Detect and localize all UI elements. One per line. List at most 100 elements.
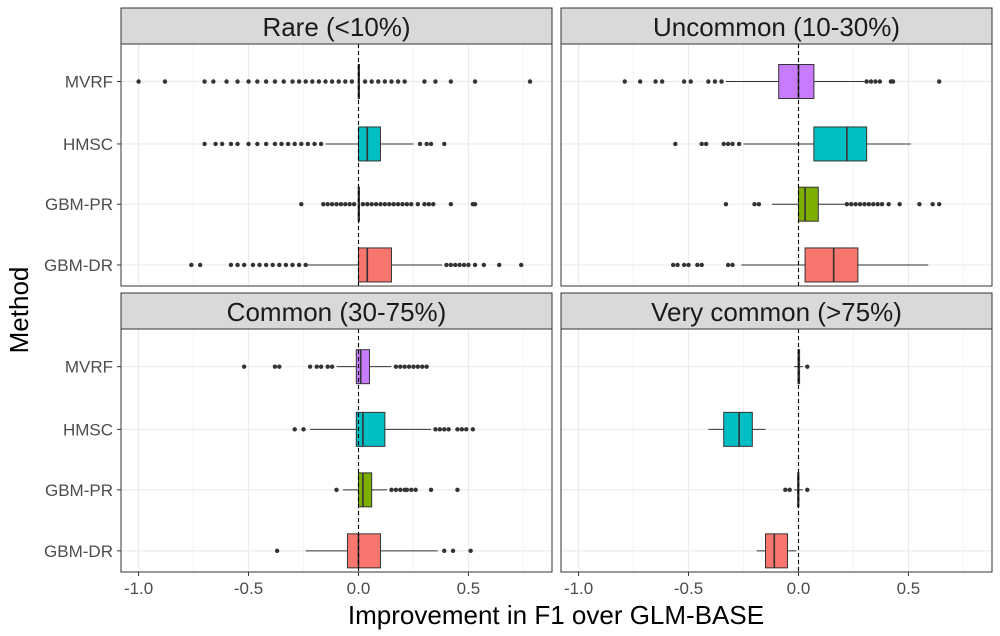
outlier-point <box>369 202 374 207</box>
outlier-point <box>329 79 335 84</box>
outlier-point <box>805 364 810 369</box>
outlier-point <box>519 262 524 268</box>
plot-background <box>561 329 992 572</box>
outlier-point <box>189 262 194 268</box>
outlier-point <box>472 262 478 268</box>
outlier-point <box>446 427 451 432</box>
x-tick-label: 0.5 <box>457 579 481 598</box>
outlier-point <box>873 79 878 84</box>
outlier-point <box>219 141 225 147</box>
outlier-point <box>277 364 282 369</box>
x-tick-label: -0.5 <box>674 579 703 598</box>
box-hmsc <box>292 411 476 447</box>
outlier-point <box>299 202 304 207</box>
facet-panel: Rare (<10%) <box>120 7 553 287</box>
outlier-point <box>857 202 863 207</box>
outlier-point <box>433 79 438 84</box>
outlier-point <box>378 202 383 207</box>
outlier-point <box>437 427 443 432</box>
facet-title: Very common (>75%) <box>651 297 902 327</box>
outlier-point <box>404 487 410 493</box>
outlier-point <box>318 364 324 369</box>
outlier-point <box>389 487 394 493</box>
outlier-point <box>303 262 308 268</box>
outlier-point <box>325 202 330 207</box>
outlier-point <box>420 364 425 369</box>
outlier-point <box>347 202 352 207</box>
outlier-point <box>871 202 876 207</box>
outlier-point <box>442 427 447 432</box>
outlier-point <box>360 202 366 207</box>
facet-strip <box>560 292 993 330</box>
outlier-point <box>442 548 447 554</box>
facet-panel: Uncommon (10-30%) <box>560 7 993 287</box>
y-tick-label: GBM-DR <box>44 542 113 561</box>
iqr-box <box>355 411 386 447</box>
box-gbm-dr <box>189 247 524 283</box>
outlier-point <box>468 548 473 554</box>
x-tick-label: 0.0 <box>347 579 371 598</box>
outlier-point <box>281 79 286 84</box>
box-hmsc <box>708 411 766 447</box>
outlier-point <box>365 202 370 207</box>
outlier-point <box>937 202 942 207</box>
outlier-point <box>897 202 902 207</box>
plot-background <box>121 329 552 572</box>
outlier-point <box>444 262 449 268</box>
outlier-point <box>314 364 319 369</box>
outlier-point <box>413 487 418 493</box>
outlier-point <box>730 262 735 268</box>
box-gbm-pr <box>723 186 942 222</box>
outlier-point <box>263 79 269 84</box>
outlier-point <box>431 202 436 207</box>
outlier-point <box>695 262 700 268</box>
outlier-point <box>917 202 922 207</box>
outlier-point <box>387 202 392 207</box>
outlier-point <box>279 141 284 147</box>
outlier-point <box>307 364 313 369</box>
outlier-point <box>868 79 874 84</box>
outlier-point <box>415 364 421 369</box>
outlier-point <box>228 141 234 147</box>
panel-border <box>120 328 553 573</box>
outlier-point <box>723 202 729 207</box>
outlier-point <box>736 141 742 147</box>
y-tick-labels: MVRF HMSC GBM-PR GBM-DR MVRF HMSC GBM-PR GBM-DR <box>44 73 121 561</box>
outlier-point <box>336 79 341 84</box>
outlier-point <box>415 202 421 207</box>
outlier-point <box>321 202 326 207</box>
outlier-point <box>457 262 462 268</box>
outlier-point <box>426 202 432 207</box>
panel-border <box>560 328 993 573</box>
outlier-point <box>395 202 401 207</box>
box-gbm-dr <box>756 533 797 569</box>
outlier-point <box>292 141 297 147</box>
outlier-point <box>937 79 942 84</box>
outlier-point <box>382 79 388 84</box>
gridlines <box>121 329 552 572</box>
outlier-point <box>712 79 718 84</box>
outlier-point <box>402 79 407 84</box>
outlier-point <box>464 427 469 432</box>
outlier-point <box>349 79 355 84</box>
outlier-point <box>930 202 935 207</box>
outlier-point <box>886 202 891 207</box>
outlier-point <box>725 141 731 147</box>
outlier-point <box>844 202 850 207</box>
box-mvrf <box>622 64 942 100</box>
outlier-point <box>312 141 317 147</box>
outlier-point <box>376 79 381 84</box>
outlier-point <box>424 141 429 147</box>
outlier-point <box>369 79 374 84</box>
outlier-point <box>805 487 810 493</box>
x-axis-title: Improvement in F1 over GLM-BASE <box>348 600 764 630</box>
outlier-point <box>879 202 885 207</box>
outlier-point <box>197 262 203 268</box>
plot-background <box>561 44 992 286</box>
outlier-point <box>455 487 460 493</box>
box-gbm-dr <box>670 247 929 283</box>
outlier-point <box>334 202 339 207</box>
box-gbm-dr <box>274 533 473 569</box>
iqr-box <box>357 247 392 283</box>
